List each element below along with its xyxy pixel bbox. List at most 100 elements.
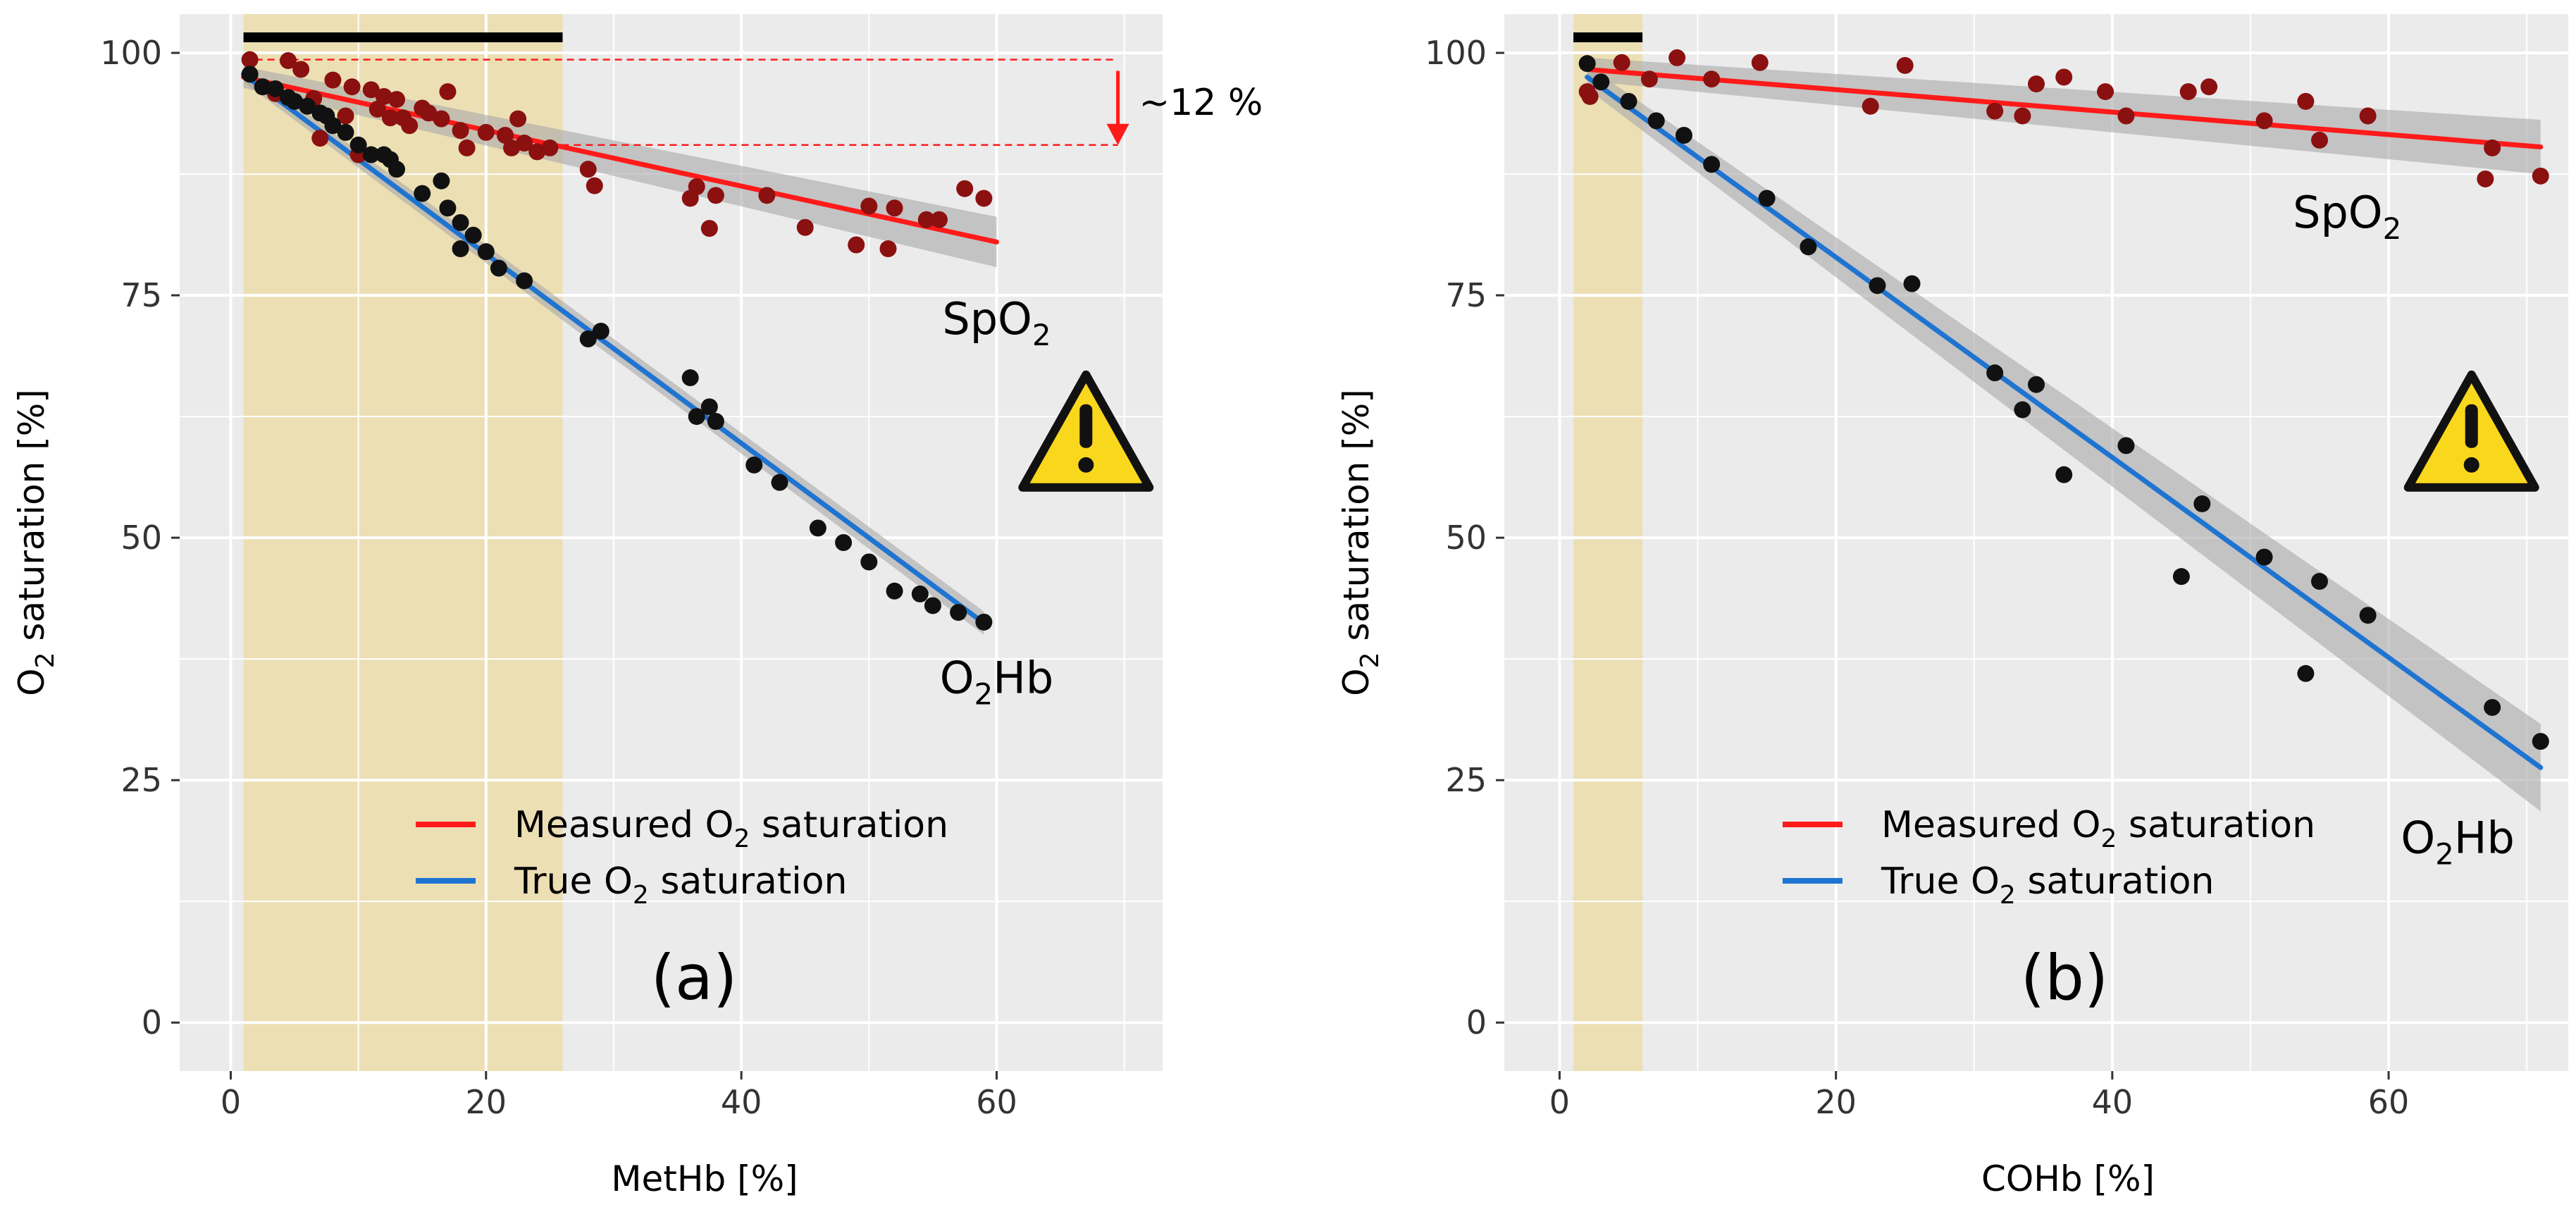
series-label: O2Hb bbox=[2401, 812, 2515, 871]
data-point bbox=[586, 177, 603, 194]
data-point bbox=[579, 161, 597, 178]
x-tick-label: 40 bbox=[721, 1083, 762, 1121]
data-point bbox=[2532, 733, 2549, 750]
data-point bbox=[439, 199, 457, 217]
data-point bbox=[388, 91, 405, 109]
data-point bbox=[541, 139, 559, 156]
data-point bbox=[1986, 102, 2004, 120]
data-point bbox=[1703, 70, 1721, 88]
legend-label: True O2 saturation bbox=[514, 860, 848, 910]
data-point bbox=[477, 243, 495, 261]
data-point bbox=[700, 220, 718, 237]
data-point bbox=[369, 100, 386, 118]
data-point bbox=[362, 146, 380, 163]
data-point bbox=[241, 66, 259, 83]
data-point bbox=[2117, 437, 2135, 455]
data-point bbox=[911, 585, 929, 602]
data-point bbox=[2014, 107, 2031, 125]
data-point bbox=[375, 87, 392, 105]
panel-a-x-axis-title: MetHb [%] bbox=[611, 1158, 798, 1199]
y-tick-label: 0 bbox=[1466, 1003, 1487, 1041]
data-point bbox=[848, 236, 865, 254]
data-point bbox=[707, 187, 724, 204]
data-point bbox=[1800, 238, 1817, 256]
y-tick-label: 50 bbox=[120, 519, 162, 557]
data-point bbox=[343, 78, 361, 96]
panel-a: 0 25 50 75 100 0 20 40 60 ~12 % SpO2 O2Hb Measure… bbox=[11, 14, 1263, 1199]
data-point bbox=[975, 613, 993, 631]
data-point bbox=[452, 240, 469, 258]
data-point bbox=[1903, 275, 1921, 292]
data-point bbox=[2179, 83, 2197, 101]
data-point bbox=[1751, 54, 1769, 71]
data-point bbox=[349, 136, 367, 154]
data-point bbox=[796, 218, 814, 236]
data-point bbox=[930, 211, 948, 228]
data-point bbox=[860, 553, 878, 571]
y-tick-label: 25 bbox=[120, 761, 162, 799]
data-point bbox=[924, 597, 941, 614]
data-point bbox=[286, 92, 304, 110]
y-tick-label: 0 bbox=[142, 1003, 162, 1041]
x-tick-label: 0 bbox=[221, 1083, 241, 1121]
data-point bbox=[1581, 87, 1599, 105]
data-point bbox=[1869, 277, 1886, 295]
data-point bbox=[414, 185, 431, 202]
data-point bbox=[381, 109, 399, 127]
data-point bbox=[700, 398, 718, 416]
data-point bbox=[2484, 139, 2501, 156]
y-tick-label: 25 bbox=[1445, 761, 1487, 799]
data-point bbox=[1613, 54, 1630, 71]
legend-label: True O2 saturation bbox=[1881, 860, 2215, 910]
data-point bbox=[2255, 112, 2273, 130]
y-tick-label: 100 bbox=[1425, 34, 1487, 72]
x-tick-label: 20 bbox=[1815, 1083, 1857, 1121]
data-point bbox=[279, 52, 297, 70]
data-point bbox=[2255, 548, 2273, 566]
data-point bbox=[254, 78, 271, 96]
data-point bbox=[1862, 97, 1879, 115]
data-point bbox=[388, 161, 405, 178]
data-point bbox=[771, 474, 788, 491]
data-point bbox=[917, 211, 935, 228]
data-point bbox=[835, 534, 853, 551]
data-point bbox=[1578, 55, 1596, 73]
y-tick-label: 75 bbox=[120, 276, 162, 314]
data-point bbox=[688, 178, 705, 195]
panel-b-x-axis-title: COHb [%] bbox=[1981, 1158, 2155, 1199]
data-point bbox=[1896, 56, 1914, 74]
data-point bbox=[337, 123, 354, 141]
data-point bbox=[458, 139, 476, 156]
panel-a-y-axis-title: O2 saturation [%] bbox=[11, 389, 60, 696]
series-label: SpO2 bbox=[942, 293, 1051, 352]
panel-b-label: (b) bbox=[2021, 941, 2109, 1014]
data-point bbox=[292, 61, 310, 78]
data-point bbox=[1986, 364, 2004, 382]
data-point bbox=[2311, 573, 2329, 590]
data-point bbox=[681, 369, 699, 387]
data-point bbox=[956, 180, 974, 197]
panel-a-label: (a) bbox=[651, 941, 738, 1014]
data-point bbox=[1703, 156, 1721, 173]
data-point bbox=[2028, 376, 2045, 393]
data-point bbox=[337, 107, 354, 125]
data-point bbox=[886, 582, 903, 600]
regression-line bbox=[241, 74, 999, 245]
x-tick-label: 20 bbox=[466, 1083, 507, 1121]
data-point bbox=[2532, 167, 2549, 185]
warning-exclamation-bar bbox=[1079, 404, 1093, 448]
data-point bbox=[2117, 107, 2135, 125]
data-point bbox=[879, 240, 897, 258]
series-label: SpO2 bbox=[2293, 187, 2401, 246]
y-tick-label: 50 bbox=[1445, 519, 1487, 557]
data-point bbox=[503, 139, 521, 156]
data-point bbox=[452, 122, 469, 140]
data-point bbox=[592, 323, 609, 340]
data-point bbox=[452, 214, 469, 231]
data-point bbox=[401, 117, 419, 135]
data-point bbox=[420, 104, 438, 122]
data-point bbox=[1620, 92, 1637, 110]
data-point bbox=[2200, 78, 2218, 96]
data-point bbox=[509, 110, 527, 128]
